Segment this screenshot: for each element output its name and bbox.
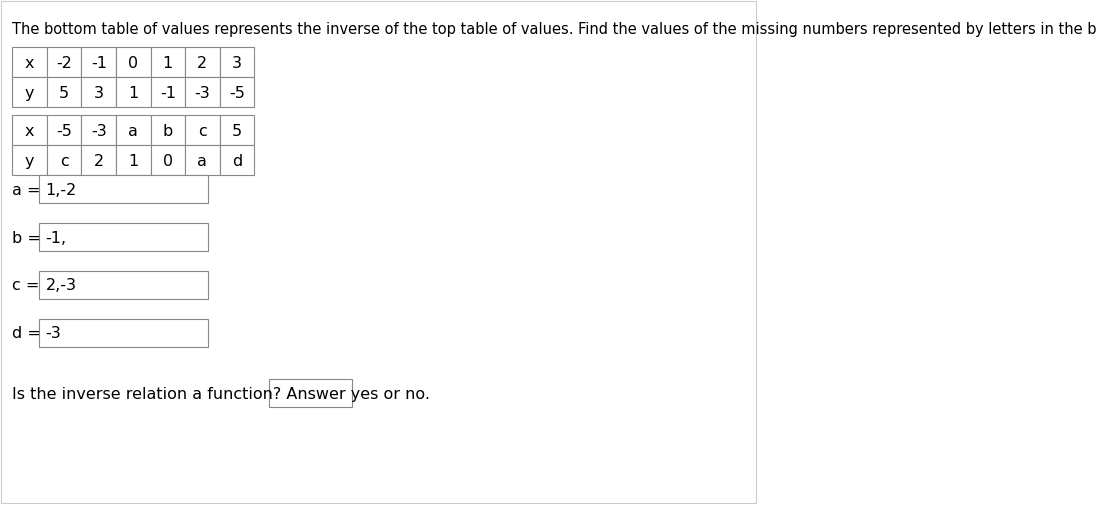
Bar	[150, 48, 185, 78]
Text: b: b	[162, 123, 173, 138]
Bar	[185, 116, 219, 146]
Text: The bottom table of values represents the inverse of the top table of values. Fi: The bottom table of values represents th…	[12, 22, 1096, 37]
Text: x: x	[25, 123, 34, 138]
Text: 2: 2	[93, 153, 104, 168]
Text: -1: -1	[160, 85, 175, 100]
Text: 3: 3	[232, 56, 242, 70]
Text: b =: b =	[12, 230, 42, 245]
Text: -1,: -1,	[46, 230, 67, 245]
Bar	[81, 146, 116, 176]
Bar	[219, 48, 254, 78]
Bar	[150, 78, 185, 108]
Text: -3: -3	[194, 85, 210, 100]
Text: -3: -3	[46, 326, 61, 341]
Text: -5: -5	[229, 85, 244, 100]
Text: 2,-3: 2,-3	[46, 278, 77, 293]
Text: -2: -2	[56, 56, 72, 70]
Bar	[47, 146, 81, 176]
Text: -3: -3	[91, 123, 106, 138]
Bar	[116, 78, 150, 108]
Bar	[47, 116, 81, 146]
Bar	[150, 116, 185, 146]
Text: 1: 1	[128, 85, 138, 100]
Bar	[116, 116, 150, 146]
Text: 0: 0	[163, 153, 173, 168]
Bar	[116, 146, 150, 176]
Bar	[185, 48, 219, 78]
Text: 1: 1	[162, 56, 173, 70]
Bar	[12, 48, 47, 78]
Bar	[12, 116, 47, 146]
Bar	[81, 116, 116, 146]
Text: d: d	[231, 153, 242, 168]
Bar	[12, 146, 47, 176]
Bar	[47, 48, 81, 78]
Bar	[47, 78, 81, 108]
Text: 3: 3	[94, 85, 104, 100]
Text: 5: 5	[232, 123, 242, 138]
Text: c: c	[198, 123, 207, 138]
Text: Is the inverse relation a function? Answer yes or no.: Is the inverse relation a function? Answ…	[12, 386, 431, 400]
Text: a =: a =	[12, 182, 41, 197]
Text: -5: -5	[56, 123, 72, 138]
Text: c =: c =	[12, 278, 39, 293]
Text: a: a	[197, 153, 207, 168]
Text: d =: d =	[12, 326, 42, 341]
Bar	[38, 176, 208, 204]
Text: 2: 2	[197, 56, 207, 70]
Bar	[185, 78, 219, 108]
Bar	[38, 224, 208, 251]
Bar	[12, 78, 47, 108]
Text: 1,-2: 1,-2	[46, 182, 77, 197]
Bar	[219, 116, 254, 146]
Text: a: a	[128, 123, 138, 138]
Bar	[38, 319, 208, 347]
Bar	[219, 78, 254, 108]
Text: 0: 0	[128, 56, 138, 70]
Text: -1: -1	[91, 56, 106, 70]
Bar	[81, 78, 116, 108]
Text: 1: 1	[128, 153, 138, 168]
Bar	[219, 146, 254, 176]
Bar	[38, 272, 208, 299]
Bar	[185, 146, 219, 176]
Text: c: c	[60, 153, 69, 168]
Text: y: y	[25, 153, 34, 168]
Text: 5: 5	[59, 85, 69, 100]
Bar	[81, 48, 116, 78]
Bar	[150, 146, 185, 176]
Bar	[270, 379, 352, 407]
Bar	[116, 48, 150, 78]
Text: x: x	[25, 56, 34, 70]
Text: y: y	[25, 85, 34, 100]
